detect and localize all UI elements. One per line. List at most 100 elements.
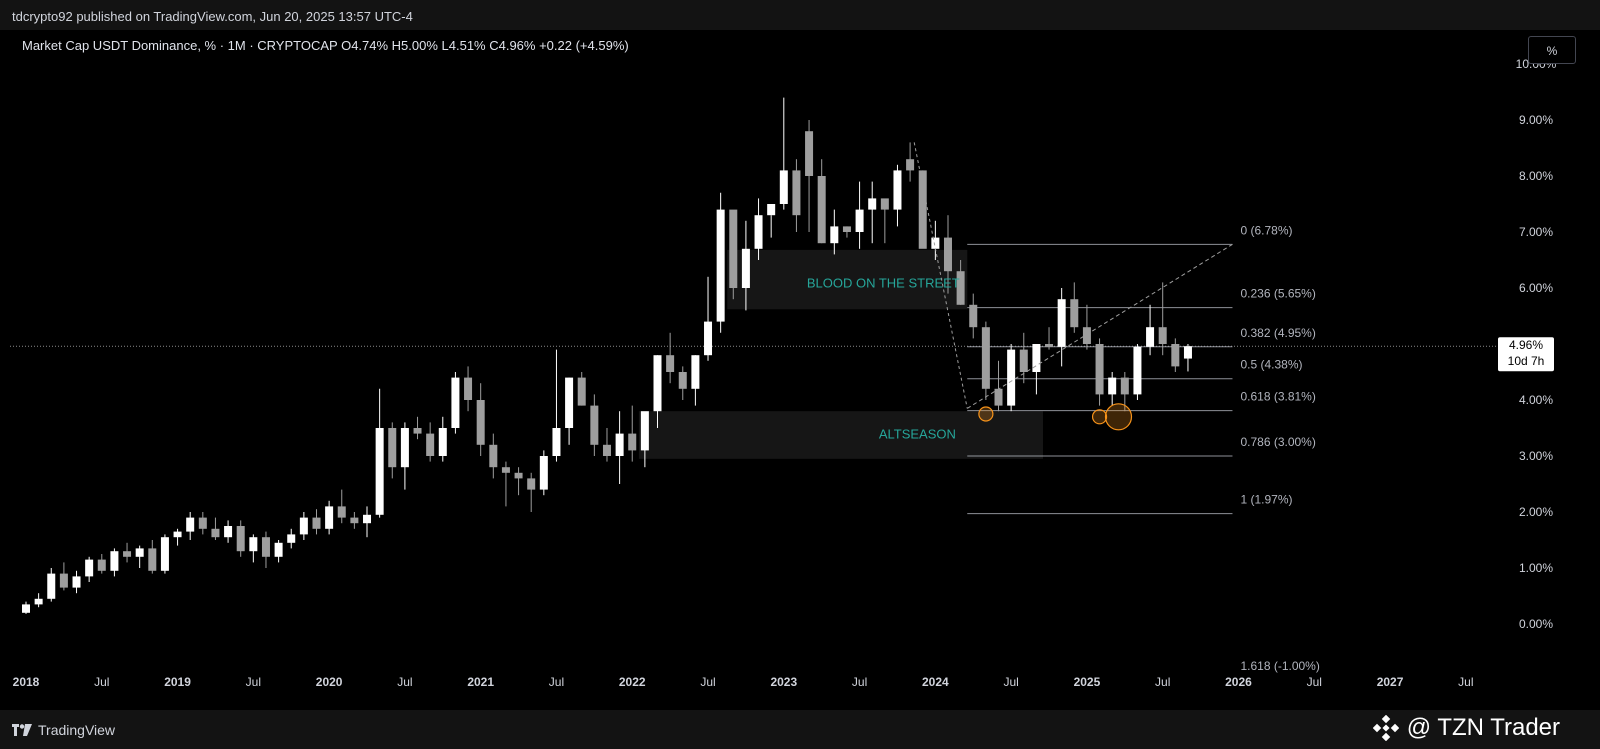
candle-body <box>577 377 586 406</box>
candle-body <box>691 355 700 389</box>
candle-body <box>501 467 510 473</box>
x-tick-label: 2026 <box>1225 675 1252 689</box>
candle-body <box>249 537 258 552</box>
candle-body <box>135 548 144 557</box>
candle-body <box>1019 349 1028 372</box>
x-tick-label: Jul <box>700 675 715 689</box>
candle-body <box>426 433 435 456</box>
watermark-text: @ TZN Trader <box>1406 714 1560 741</box>
y-tick-label: 0.00% <box>1519 617 1553 631</box>
candle-body <box>337 506 346 518</box>
candlestick-chart[interactable]: 0 (6.78%) 0.236 (5.65%) 0.382 (4.95%) 0.5 (… <box>10 30 1590 710</box>
candle-body <box>489 444 498 468</box>
candle-body <box>1146 327 1155 347</box>
tradingview-logo[interactable]: TradingView <box>12 722 115 738</box>
candle-body <box>47 573 56 599</box>
symbol-legend: Market Cap USDT Dominance, % · 1M · CRYP… <box>22 38 629 53</box>
candle-body <box>855 209 864 232</box>
candle-body <box>97 559 106 571</box>
price-tag-countdown: 10d 7h <box>1508 354 1545 368</box>
candle-body <box>842 226 851 232</box>
candle-body <box>400 428 409 468</box>
candle-body <box>1070 299 1079 328</box>
x-tick-label: 2022 <box>619 675 646 689</box>
candle-body <box>363 514 372 524</box>
y-tick-label: 7.00% <box>1519 225 1553 239</box>
candle-body <box>981 327 990 389</box>
candle-body <box>552 428 561 456</box>
candle-body <box>906 159 915 171</box>
candle-body <box>767 204 776 216</box>
x-tick-label: 2018 <box>13 675 40 689</box>
highlight-circle <box>978 406 994 422</box>
candle-body <box>893 170 902 210</box>
percent-scale-button[interactable]: % <box>1528 36 1576 64</box>
y-tick-label: 8.00% <box>1519 169 1553 183</box>
price-tag-value: 4.96% <box>1509 338 1543 352</box>
candle-body <box>539 456 548 490</box>
candle-body <box>590 405 599 445</box>
candle-body <box>22 604 30 613</box>
fib-label: 0.786 (3.00%) <box>1240 435 1315 449</box>
watermark: @ TZN Trader <box>1372 714 1560 742</box>
x-tick-label: 2024 <box>922 675 949 689</box>
candle-body <box>741 248 750 288</box>
y-tick-label: 2.00% <box>1519 505 1553 519</box>
candle-body <box>817 176 826 244</box>
candle-body <box>602 444 611 456</box>
fib-label: 0 (6.78%) <box>1240 223 1292 237</box>
fib-label: 1.618 (-1.00%) <box>1240 659 1319 673</box>
chart-area[interactable]: 0 (6.78%) 0.236 (5.65%) 0.382 (4.95%) 0.5 (… <box>10 30 1590 710</box>
candle-body <box>666 355 675 372</box>
candle-body <box>805 131 814 176</box>
zone-box <box>638 411 1044 459</box>
candle-body <box>274 542 283 557</box>
candle-body <box>527 478 536 490</box>
x-tick-label: Jul <box>1307 675 1322 689</box>
candle-body <box>678 372 687 389</box>
candle-body <box>653 355 662 412</box>
candle-body <box>716 209 725 322</box>
highlight-circle <box>1091 409 1108 425</box>
candle-body <box>148 548 157 571</box>
y-tick-label: 6.00% <box>1519 281 1553 295</box>
candle-body <box>615 433 624 456</box>
candle-body <box>110 551 119 571</box>
candle-body <box>451 377 460 428</box>
candle-body <box>1057 299 1066 347</box>
fib-label: 0.382 (4.95%) <box>1240 326 1315 340</box>
candle-body <box>224 526 233 538</box>
y-tick-label: 1.00% <box>1519 561 1553 575</box>
candle-body <box>565 377 574 428</box>
candle-body <box>994 388 1003 406</box>
candle-body <box>160 537 169 571</box>
x-tick-label: 2021 <box>467 675 494 689</box>
candle-body <box>1171 344 1180 367</box>
candle-body <box>85 559 94 577</box>
candle-body <box>186 517 195 532</box>
x-tick-label: 2025 <box>1074 675 1101 689</box>
candle-body <box>640 411 649 451</box>
candle-body <box>1158 327 1167 344</box>
candle-body <box>413 428 422 434</box>
candle-body <box>211 528 220 538</box>
candle-body <box>375 428 384 515</box>
zone-label-blood: BLOOD ON THE STREET <box>807 275 960 290</box>
publisher-bar: tdcrypto92 published on TradingView.com,… <box>0 0 1600 30</box>
x-tick-label: Jul <box>549 675 564 689</box>
candle-body <box>476 400 485 445</box>
fib-label: 0.5 (4.38%) <box>1240 358 1302 372</box>
x-tick-label: Jul <box>1458 675 1473 689</box>
candle-body <box>514 472 523 479</box>
x-tick-label: Jul <box>1155 675 1170 689</box>
candle-body <box>1007 349 1016 406</box>
candle-body <box>1108 377 1117 395</box>
fib-label: 0.618 (3.81%) <box>1240 390 1315 404</box>
x-tick-label: Jul <box>852 675 867 689</box>
candle-body <box>779 170 788 204</box>
candle-body <box>729 209 738 288</box>
candle-body <box>704 321 713 356</box>
candle-body <box>261 537 270 557</box>
zone-box <box>727 249 968 310</box>
fib-label: 1 (1.97%) <box>1240 493 1292 507</box>
